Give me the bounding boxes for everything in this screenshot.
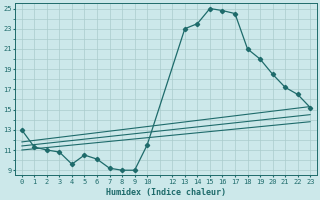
- X-axis label: Humidex (Indice chaleur): Humidex (Indice chaleur): [106, 188, 226, 197]
